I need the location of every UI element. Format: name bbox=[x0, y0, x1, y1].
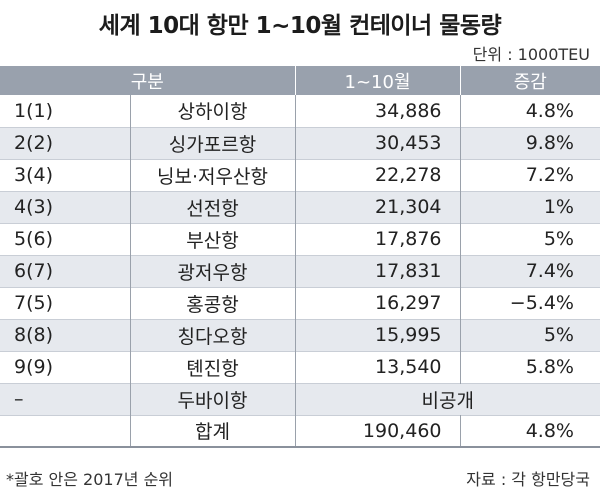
port-cell: 두바이항 bbox=[129, 383, 295, 415]
rank-cell: 1(1) bbox=[14, 99, 54, 122]
rank-cell: 6(7) bbox=[14, 260, 54, 282]
rank-cell: 9(9) bbox=[14, 356, 54, 378]
table-row: 3(4) 닝보·저우산항 22,278 7.2% bbox=[0, 159, 600, 191]
change-cell: 5% bbox=[459, 319, 600, 351]
unit-label: 단위 : 1000TEU bbox=[472, 45, 590, 64]
port-volume-table: 구분 1~10월 증감 1(1) 상하이항 34,886 4.8% 2(2) 싱… bbox=[0, 66, 600, 448]
port-cell: 싱가포르항 bbox=[129, 127, 295, 159]
table-row: 6(7) 광저우항 17,831 7.4% bbox=[0, 255, 600, 287]
total-volume-cell: 190,460 bbox=[294, 415, 460, 447]
volume-cell: 17,876 bbox=[294, 223, 460, 255]
change-cell: 9.8% bbox=[459, 127, 600, 159]
volume-cell: 17,831 bbox=[294, 255, 460, 287]
change-cell: 1% bbox=[459, 191, 600, 223]
port-cell: 광저우항 bbox=[129, 255, 295, 287]
header-change: 증감 bbox=[459, 66, 600, 95]
table-row: 7(5) 홍콩항 16,297 −5.4% bbox=[0, 287, 600, 319]
table-row: 2(2) 싱가포르항 30,453 9.8% bbox=[0, 127, 600, 159]
port-cell: 닝보·저우산항 bbox=[129, 159, 295, 191]
change-cell: 4.8% bbox=[459, 95, 600, 127]
change-cell: 7.4% bbox=[459, 255, 600, 287]
volume-cell: 15,995 bbox=[294, 319, 460, 351]
rank-cell bbox=[0, 415, 130, 447]
rank-cell: 5(6) bbox=[14, 228, 54, 250]
volume-cell: 21,304 bbox=[294, 191, 460, 223]
rank-cell: 2(2) bbox=[14, 132, 54, 154]
header-period: 1~10월 bbox=[294, 66, 460, 95]
table-row: 4(3) 선전항 21,304 1% bbox=[0, 191, 600, 223]
rank-cell: – bbox=[14, 388, 24, 410]
volume-cell: 34,886 bbox=[294, 95, 460, 127]
table-header-row: 구분 1~10월 증감 bbox=[0, 66, 600, 95]
footnote: *괄호 안은 2017년 순위 bbox=[6, 470, 174, 489]
volume-cell: 30,453 bbox=[294, 127, 460, 159]
port-cell: 톈진항 bbox=[129, 351, 295, 383]
rank-cell: 4(3) bbox=[14, 196, 54, 218]
table-body: 1(1) 상하이항 34,886 4.8% 2(2) 싱가포르항 30,453 … bbox=[0, 95, 600, 447]
table-row: 1(1) 상하이항 34,886 4.8% bbox=[0, 95, 600, 127]
undisclosed-cell: 비공개 bbox=[294, 383, 600, 415]
table-row-dubai: – 두바이항 비공개 bbox=[0, 383, 600, 415]
source-label: 자료 : 각 항만당국 bbox=[466, 470, 590, 489]
total-change-cell: 4.8% bbox=[459, 415, 600, 447]
change-cell: 7.2% bbox=[459, 159, 600, 191]
rank-cell: 3(4) bbox=[14, 164, 54, 186]
volume-cell: 13,540 bbox=[294, 351, 460, 383]
port-cell: 부산항 bbox=[129, 223, 295, 255]
table-row: 5(6) 부산항 17,876 5% bbox=[0, 223, 600, 255]
table-row: 8(8) 칭다오항 15,995 5% bbox=[0, 319, 600, 351]
volume-cell: 16,297 bbox=[294, 287, 460, 319]
port-cell: 홍콩항 bbox=[129, 287, 295, 319]
table-title: 세계 10대 항만 1~10월 컨테이너 물동량 bbox=[98, 13, 502, 39]
total-label-cell: 합계 bbox=[129, 415, 295, 447]
change-cell: 5% bbox=[459, 223, 600, 255]
change-cell: −5.4% bbox=[459, 287, 600, 319]
header-category: 구분 bbox=[130, 71, 164, 93]
table-row-total: 합계 190,460 4.8% bbox=[0, 415, 600, 447]
port-cell: 상하이항 bbox=[129, 95, 295, 127]
rank-cell: 8(8) bbox=[14, 324, 54, 346]
port-cell: 선전항 bbox=[129, 191, 295, 223]
table-row: 9(9) 톈진항 13,540 5.8% bbox=[0, 351, 600, 383]
volume-cell: 22,278 bbox=[294, 159, 460, 191]
rank-cell: 7(5) bbox=[14, 292, 54, 314]
port-cell: 칭다오항 bbox=[129, 319, 295, 351]
change-cell: 5.8% bbox=[459, 351, 600, 383]
